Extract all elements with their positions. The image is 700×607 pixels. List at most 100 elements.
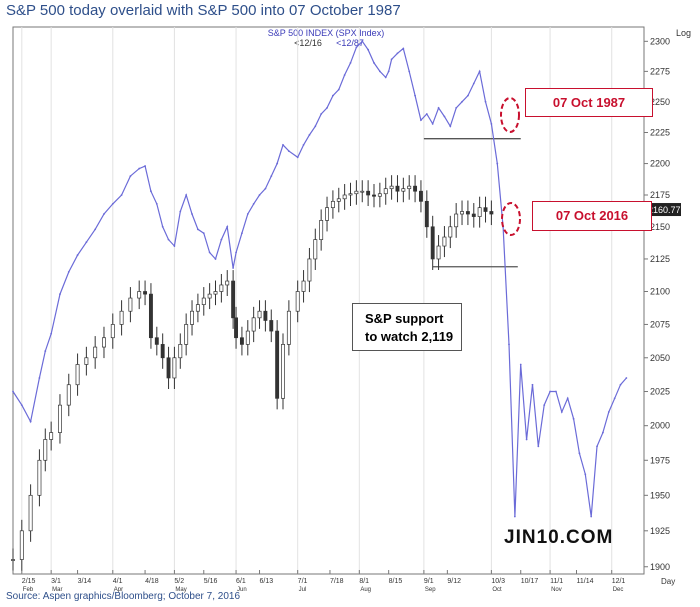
series-2016-body [465,211,470,215]
series-2016-body [119,310,124,325]
source-note: Source: Aspen graphics/Bloomberg; Octobe… [6,591,241,602]
x-tick-label: 5/2 [174,578,184,585]
y-tick-label: 2225 [650,127,670,137]
y-tick-label: 2200 [650,159,670,169]
series-1987-point [414,94,416,97]
x-axis-label: Day [661,577,675,586]
series-1987-point [420,119,422,122]
series-2016-body [354,190,359,195]
series-1987-point [276,162,279,165]
support-note-line-1: S&P support [365,311,444,326]
series-1987-point [20,404,23,407]
series-1987-point [111,202,114,205]
series-2016-body [483,207,488,212]
y-tick-label: 2125 [650,254,670,264]
chart-title: S&P 500 today overlaid with S&P 500 into… [6,2,401,19]
series-2016-body [413,185,418,192]
series-2016-body [143,291,148,295]
month-label: Sep [425,587,436,593]
series-1987-point [258,194,261,196]
month-label: Feb [23,587,34,593]
series-2016-body [219,284,224,292]
series-2016-body [75,364,80,386]
series-1987-point [337,88,340,91]
series-2016-body [213,291,218,295]
series-1987-point [572,417,575,420]
series-1987-point [29,420,32,423]
series-2016-body [58,404,62,433]
x-tick-label: 11/1 [550,578,563,585]
last-value-box [645,203,681,217]
series-2016-body [407,185,412,190]
series-2016-body [301,280,306,292]
series-1987-point [607,411,610,413]
series-2016-body [239,337,244,345]
series-2016-body [245,330,250,345]
x-tick-label: 10/3 [491,578,505,585]
series-2016-body [11,559,15,561]
series-1987-point [560,411,563,413]
series-2016-body [418,190,423,202]
series-1987-point [443,115,446,118]
series-1987-point [320,113,323,115]
series-2016-body [102,337,106,348]
series-1987-point [67,271,70,273]
x-tick-label: 6/13 [260,578,274,585]
series-1987-point [161,225,164,228]
month-label: Nov [551,587,562,593]
series-1987-point [525,438,528,441]
series-2016-body [201,297,206,305]
month-label: Apr [114,587,123,593]
x-tick-label: 5/16 [204,578,218,585]
series-1987-point [296,156,299,159]
y-tick-label: 1925 [650,526,670,536]
series-1987-point [94,228,97,231]
series-1987-point [332,94,334,97]
y-tick-label: 1975 [650,455,670,465]
series-2016-body [442,236,447,247]
series-1987-point [76,254,79,256]
x-tick-label: 12/1 [612,578,626,585]
series-2016-body [389,185,394,190]
y-tick-label: 2100 [650,287,670,297]
series-2016-body [460,211,464,215]
series-1987-point [519,363,522,366]
x-tick-label: 10/17 [521,578,539,585]
series-2016-body [234,317,239,339]
series-2016-body [448,226,453,238]
series-1987-point [302,143,305,146]
series-1987-point [467,94,469,97]
series-1987-point [308,134,311,136]
x-tick-label: 8/15 [389,578,403,585]
x-tick-label: 9/12 [447,578,461,585]
series-1987-point [596,445,598,448]
series-1987-point [191,213,193,215]
series-1987-point [241,232,243,235]
x-tick-label: 8/1 [359,578,369,585]
month-label: Mar [52,587,62,593]
series-1987-point [38,377,41,379]
series-2016-body [66,384,71,406]
series-1987-point [384,76,387,79]
y-tick-label: 1900 [650,562,670,572]
y-tick-label: 2050 [650,353,670,363]
series-2016-body [401,188,406,192]
series-1987-point [129,175,132,177]
series-2016-body [313,239,318,260]
series-1987-point [287,150,290,152]
series-2016-body [184,324,189,345]
series-1987-point [387,70,390,73]
series-1987-point [264,187,267,190]
x-tick-label: 7/18 [330,578,344,585]
y-tick-label: 2275 [650,66,670,76]
x-tick-label: 4/18 [145,578,159,585]
series-1987-point [44,350,47,352]
series-2016-body [319,220,324,240]
series-1987-point [12,390,14,393]
series-2016-body [307,258,312,282]
series-2016-body [454,213,459,228]
series-1987-point [232,267,235,269]
series-1987-point [584,473,587,476]
x-tick-label: 11/14 [576,578,593,585]
